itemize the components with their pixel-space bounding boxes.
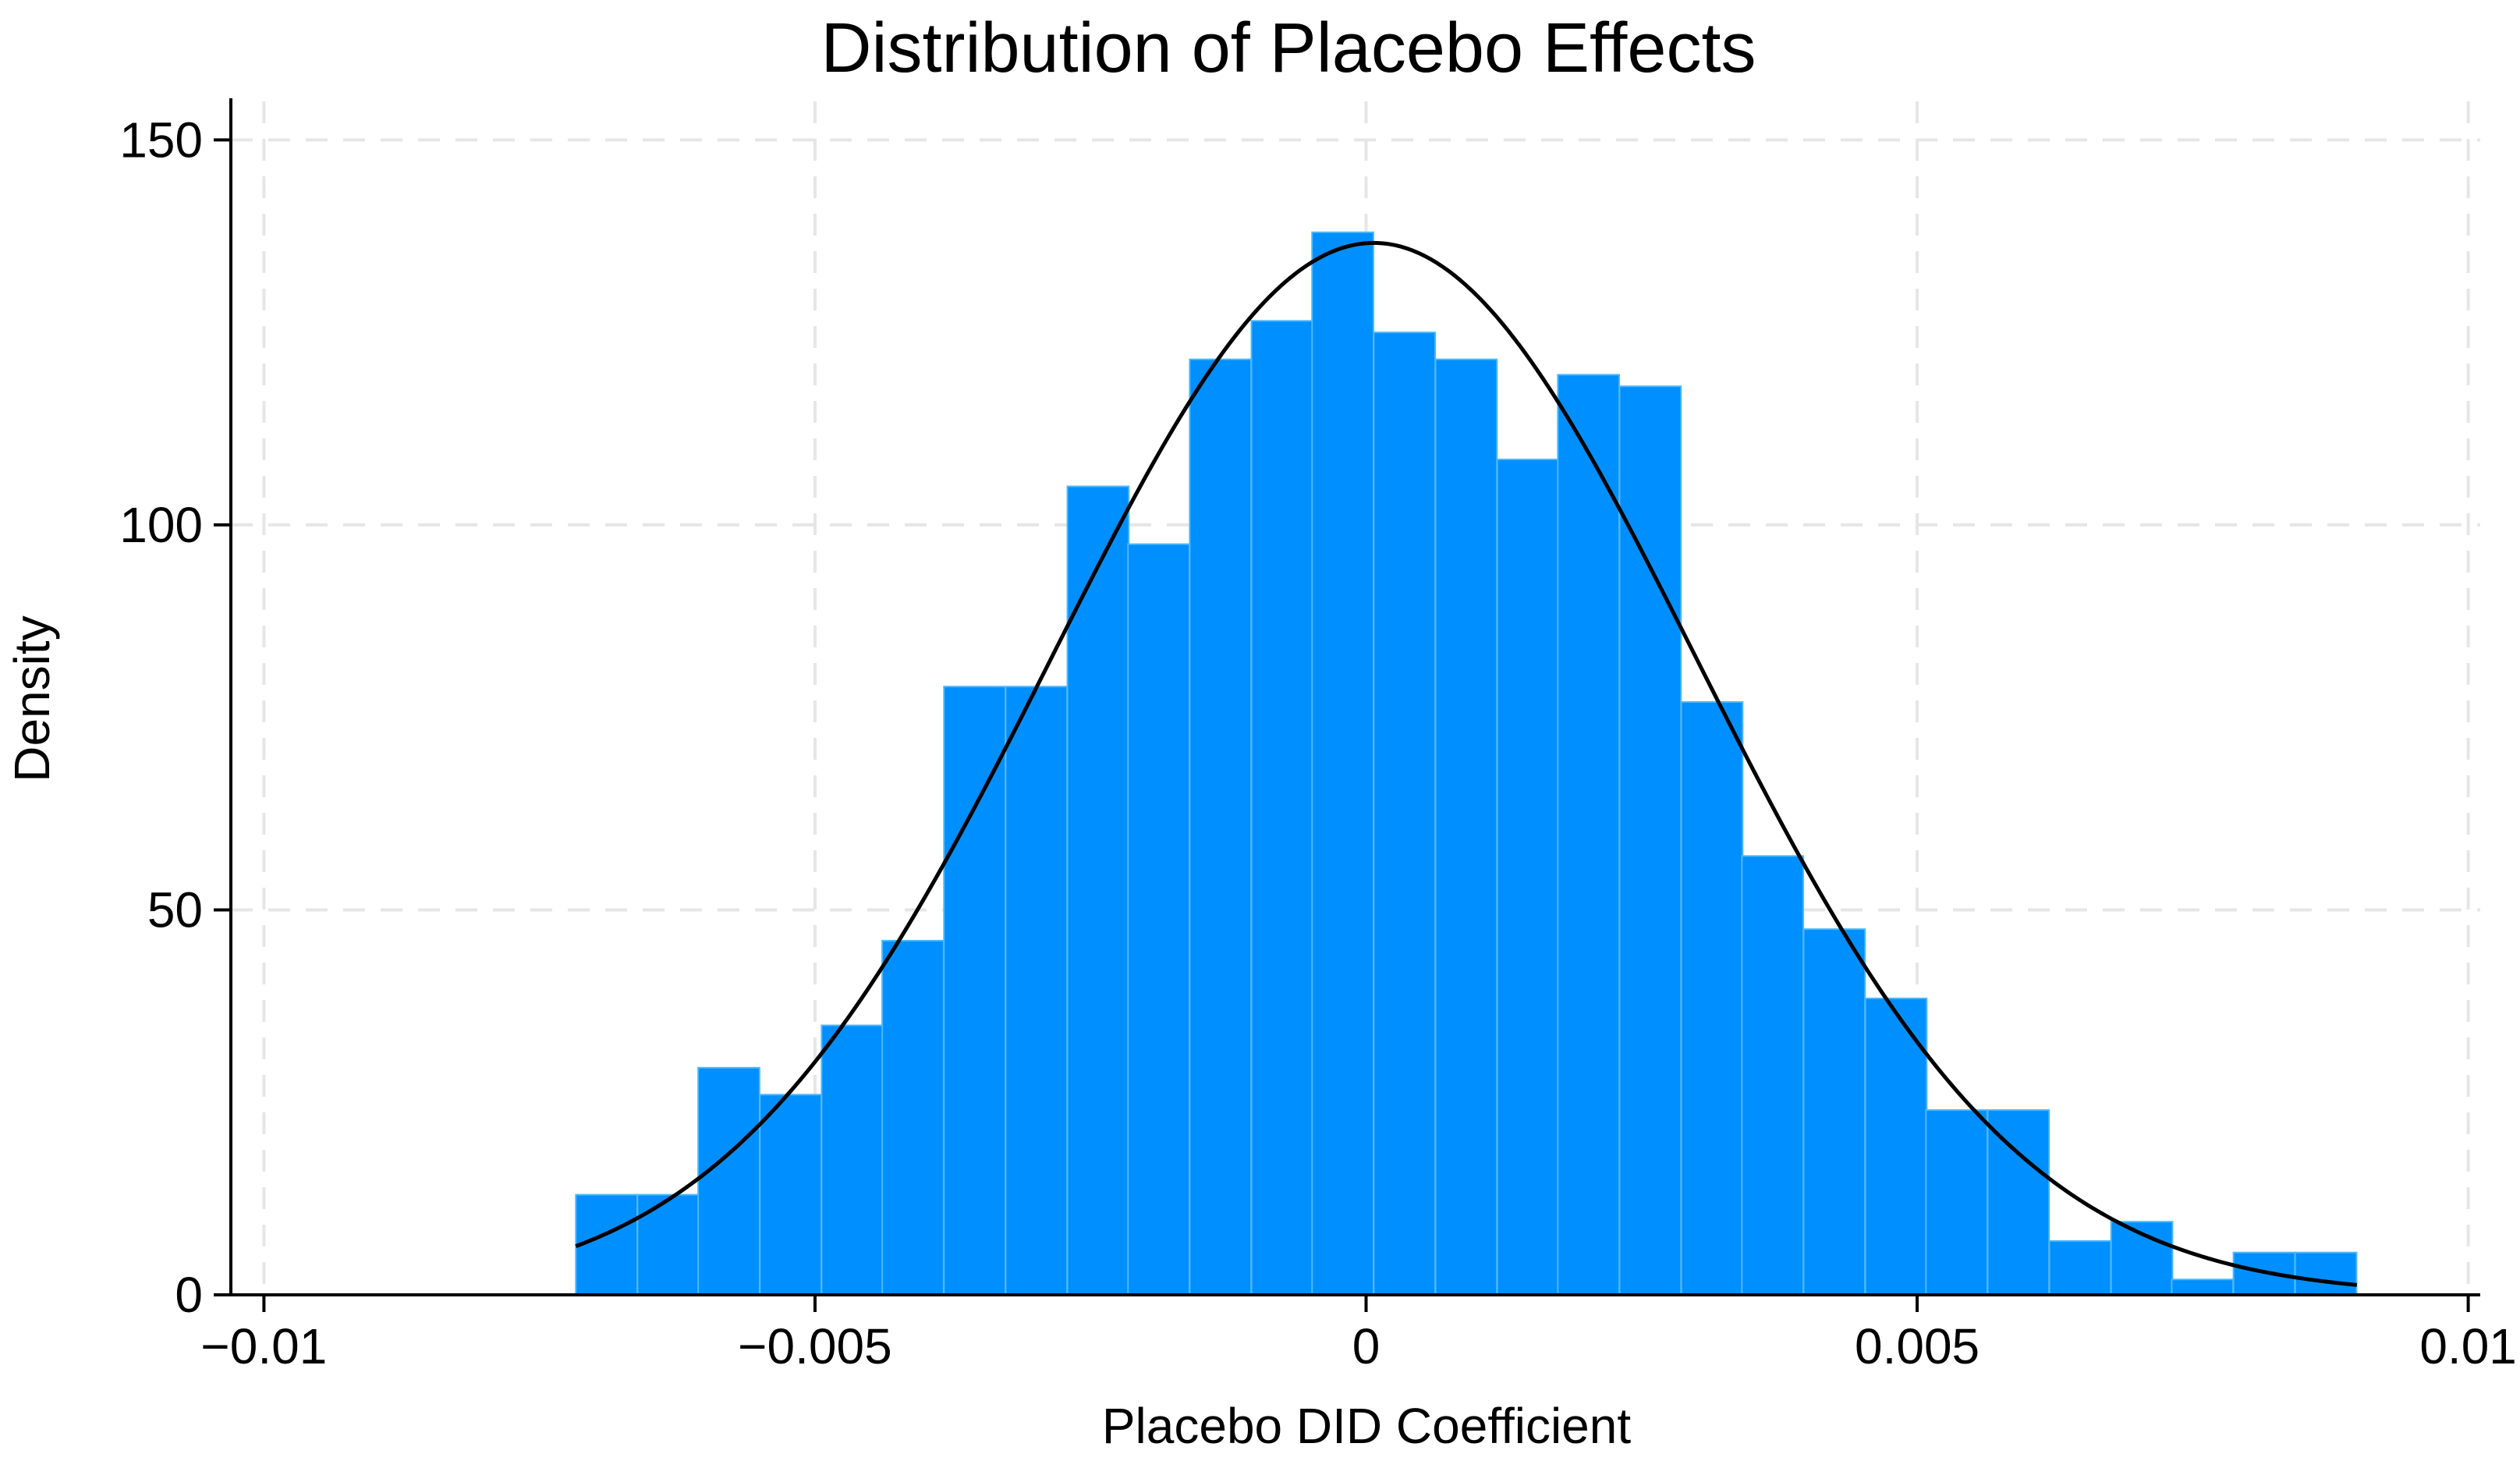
y-axis-title: Density: [4, 615, 60, 782]
histogram-bar: [1802, 928, 1866, 1296]
histogram-bar: [1987, 1109, 2050, 1296]
axis-layer: [214, 98, 2480, 1312]
x-tick-label: 0: [1352, 1318, 1381, 1374]
curve-layer: [575, 240, 2358, 1287]
histogram-bar: [1311, 231, 1374, 1296]
histogram-bar: [1434, 358, 1498, 1296]
histogram-bar: [636, 1193, 700, 1296]
y-tick-label: 150: [119, 112, 203, 168]
bar-layer: [575, 231, 2358, 1296]
histogram-bar: [759, 1094, 823, 1296]
histogram-bar: [1005, 686, 1069, 1296]
histogram-bar: [1925, 1109, 1989, 1296]
x-tick-label: −0.005: [738, 1318, 892, 1374]
histogram-bar: [1066, 485, 1130, 1296]
histogram-bar: [1189, 358, 1253, 1296]
histogram-bar: [1864, 997, 1928, 1296]
chart-title: Distribution of Placebo Effects: [821, 9, 1756, 87]
label-layer: Distribution of Placebo Effects Placebo …: [4, 9, 2517, 1454]
y-tick-label: 0: [175, 1267, 203, 1323]
histogram-bar: [1680, 700, 1744, 1296]
histogram-bar: [943, 686, 1006, 1296]
histogram-bar: [1618, 385, 1682, 1296]
histogram-bar: [2171, 1278, 2235, 1296]
histogram-bar: [1127, 543, 1190, 1296]
normal-density-curve: [575, 240, 2358, 1287]
histogram-bar: [1741, 855, 1805, 1296]
x-tick-label: 0.01: [2419, 1318, 2517, 1374]
histogram-bar: [881, 939, 945, 1296]
x-axis-title: Placebo DID Coefficient: [1102, 1398, 1632, 1454]
histogram-bar: [1373, 332, 1437, 1296]
histogram-bar: [575, 1193, 639, 1296]
histogram-bar: [1250, 320, 1314, 1296]
histogram-bar: [2294, 1251, 2358, 1296]
histogram-bar: [1496, 459, 1560, 1296]
x-tick-label: −0.01: [200, 1318, 327, 1374]
histogram-bar: [697, 1066, 760, 1296]
y-tick-label: 100: [119, 497, 203, 553]
histogram-bar: [2048, 1239, 2112, 1296]
x-tick-label: 0.005: [1855, 1318, 1979, 1374]
y-tick-label: 50: [147, 881, 203, 938]
histogram-bar: [1557, 374, 1621, 1296]
histogram-bar: [821, 1024, 884, 1296]
